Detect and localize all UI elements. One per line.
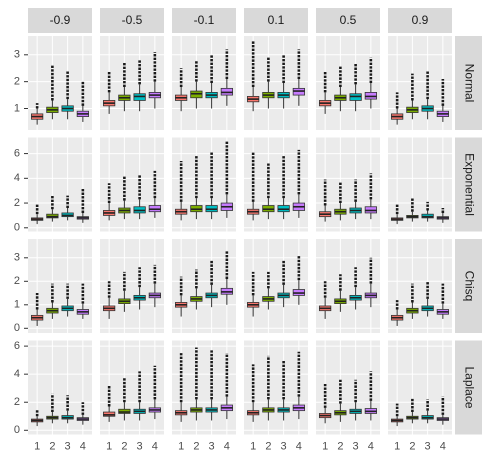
x-tick-label: 3 [65, 440, 71, 452]
x-tick-label: 2 [265, 440, 271, 452]
x-tick-label: 4 [152, 440, 158, 452]
column-strip [28, 8, 92, 33]
y-tick-label: 4 [14, 368, 20, 380]
x-tick-label: 4 [368, 440, 374, 452]
x-tick-label: 4 [440, 440, 446, 452]
y-tick-label: 2 [14, 197, 20, 209]
x-tick-label: 3 [281, 440, 287, 452]
panel-background [244, 239, 308, 333]
row-strip [455, 36, 482, 130]
x-tick-label: 3 [353, 440, 359, 452]
y-tick-label: 1 [14, 102, 20, 114]
panel-background [316, 239, 380, 333]
x-tick-label: 4 [224, 440, 230, 452]
panel-background [100, 239, 164, 333]
row-label: Chisq [462, 271, 476, 302]
y-tick-label: 0 [14, 322, 20, 334]
y-tick-label: 1 [14, 299, 20, 311]
y-tick-label: 3 [14, 49, 20, 61]
x-tick-label: 4 [80, 440, 86, 452]
panel-background [100, 340, 164, 435]
column-label: 0.9 [412, 13, 429, 27]
x-tick-label: 1 [322, 440, 328, 452]
panel-background [100, 36, 164, 130]
panel-background [172, 36, 236, 130]
y-tick-label: 2 [14, 275, 20, 287]
x-tick-label: 2 [337, 440, 343, 452]
panel-background [316, 36, 380, 130]
x-tick-label: 1 [178, 440, 184, 452]
y-tick-label: 2 [14, 396, 20, 408]
column-label: 0.5 [340, 13, 357, 27]
y-tick-label: 0 [14, 424, 20, 436]
y-tick-label: 0 [14, 222, 20, 234]
row-strip [455, 239, 482, 333]
column-label: 0.1 [268, 13, 285, 27]
panel-background [316, 340, 380, 435]
x-tick-label: 2 [49, 440, 55, 452]
x-tick-label: 1 [394, 440, 400, 452]
x-tick-label: 3 [425, 440, 431, 452]
row-label: Normal [462, 64, 476, 103]
column-label: -0.9 [50, 13, 71, 27]
column-label: -0.5 [122, 13, 143, 27]
panel-background [172, 239, 236, 333]
panel-background [244, 36, 308, 130]
column-strip [244, 8, 308, 33]
row-label: Exponential [462, 153, 476, 216]
x-tick-label: 2 [121, 440, 127, 452]
panel-background [172, 340, 236, 435]
x-tick-label: 4 [296, 440, 302, 452]
y-tick-label: 4 [14, 172, 20, 184]
column-strip [100, 8, 164, 33]
column-label: -0.1 [194, 13, 215, 27]
y-tick-label: 6 [14, 147, 20, 159]
x-tick-label: 2 [409, 440, 415, 452]
column-strip [388, 8, 452, 33]
row-strip [455, 137, 482, 232]
x-tick-label: 1 [250, 440, 256, 452]
y-tick-label: 6 [14, 340, 20, 352]
x-tick-label: 3 [209, 440, 215, 452]
panel-background [244, 340, 308, 435]
x-tick-label: 1 [106, 440, 112, 452]
column-strip [172, 8, 236, 33]
y-tick-label: 3 [14, 252, 20, 264]
column-strip [316, 8, 380, 33]
x-tick-label: 3 [137, 440, 143, 452]
x-tick-label: 1 [34, 440, 40, 452]
x-tick-label: 2 [193, 440, 199, 452]
row-label: Laplace [462, 366, 476, 408]
y-tick-label: 2 [14, 76, 20, 88]
row-strip [455, 340, 482, 435]
